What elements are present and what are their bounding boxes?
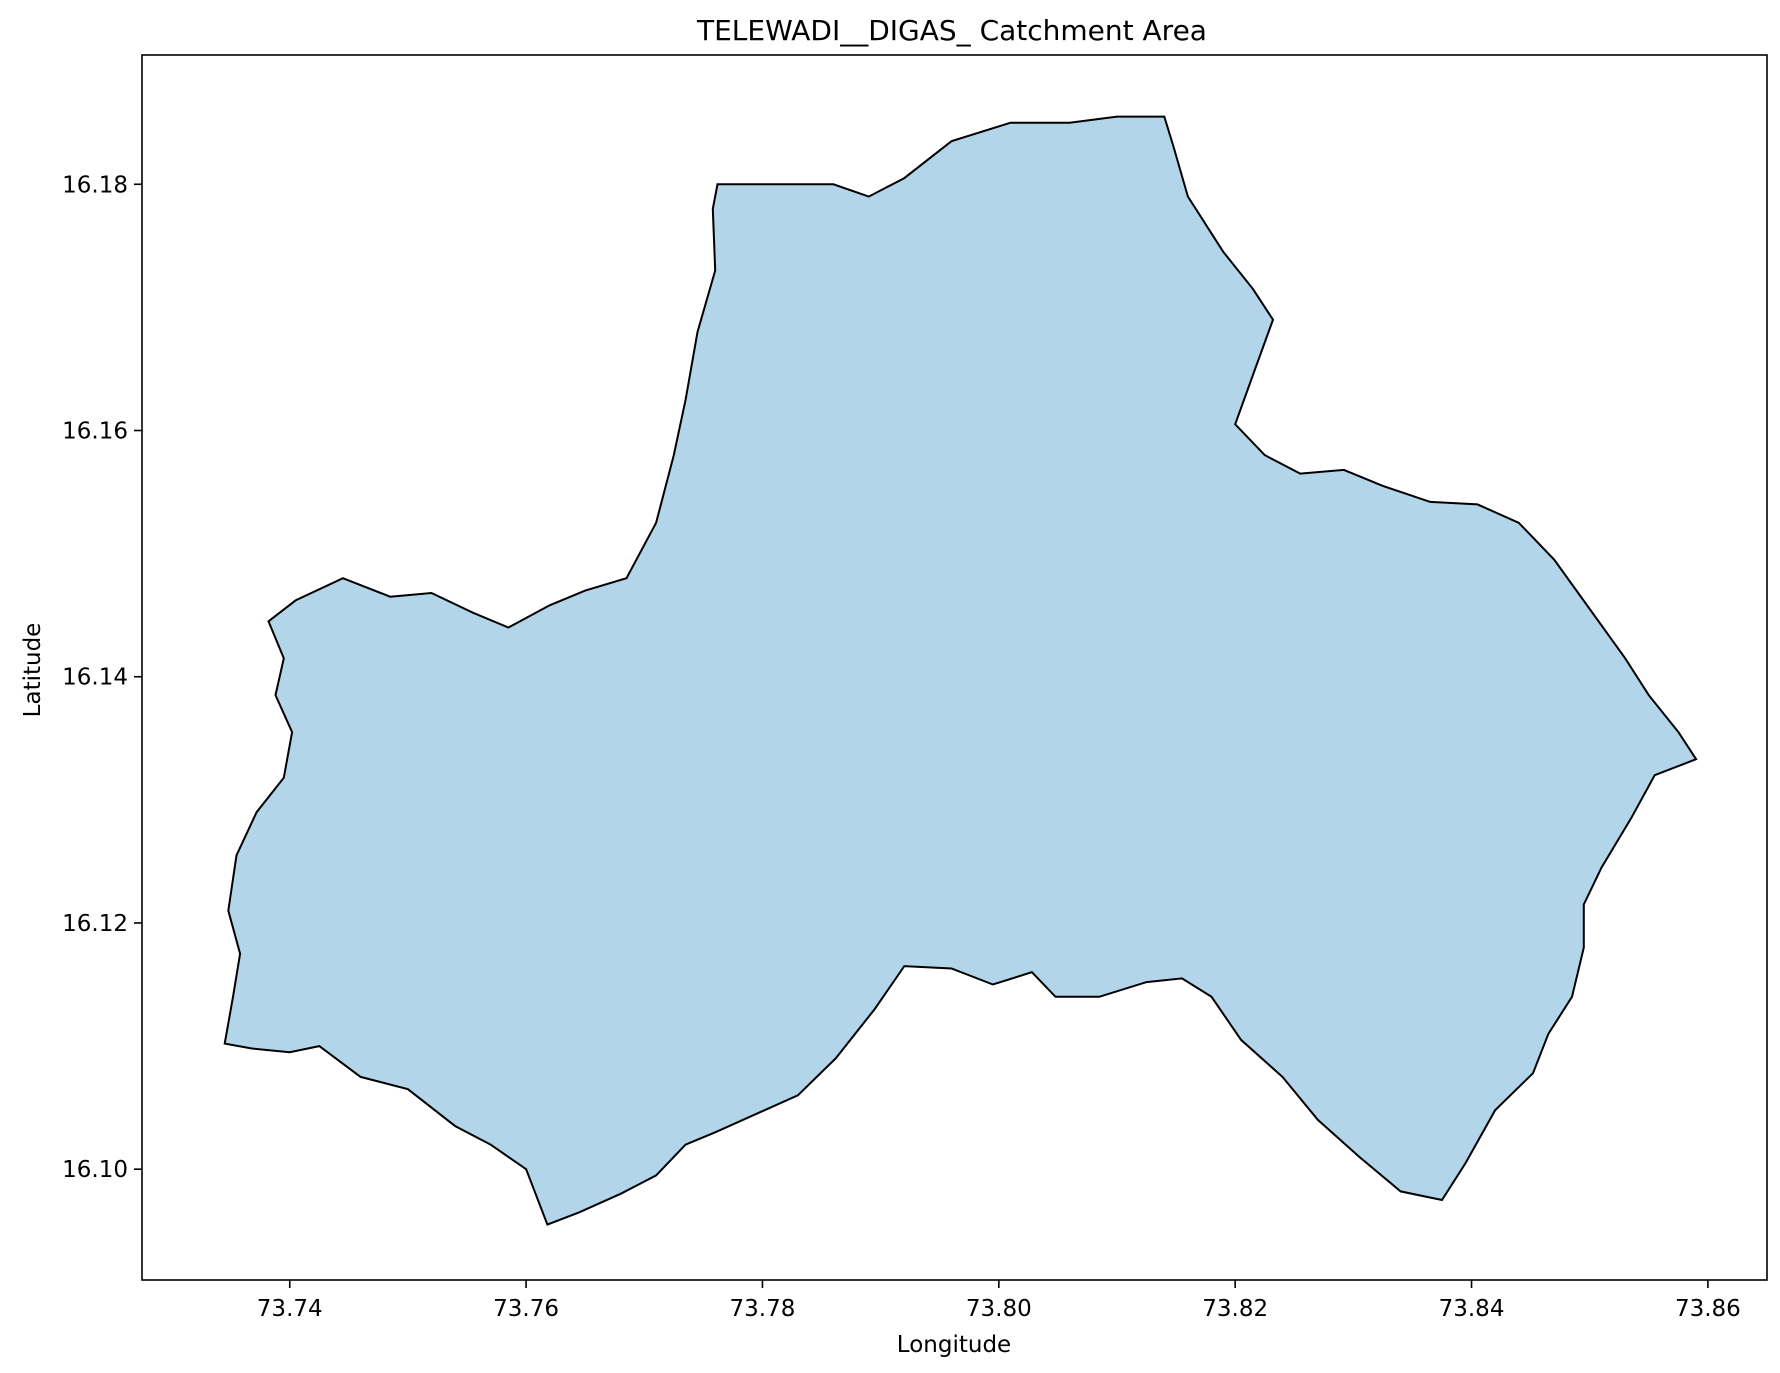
catchment-polygon <box>223 115 1698 1226</box>
y-axis-label: Latitude <box>20 623 46 718</box>
x-tick-label: 73.74 <box>257 1296 323 1322</box>
x-tick-label: 73.78 <box>730 1296 796 1322</box>
y-tick-label: 16.18 <box>62 172 128 198</box>
y-tick-label: 16.14 <box>62 665 128 691</box>
x-tick-label: 73.80 <box>966 1296 1032 1322</box>
y-tick-label: 16.10 <box>62 1157 128 1183</box>
x-tick-label: 73.82 <box>1202 1296 1268 1322</box>
axes-frame <box>141 54 1768 1281</box>
chart-title: TELEWADI__DIGAS_ Catchment Area <box>696 14 1207 47</box>
plot-area <box>223 115 1698 1226</box>
x-axis-label: Longitude <box>897 1332 1011 1358</box>
x-tick-label: 73.84 <box>1439 1296 1505 1322</box>
x-tick-label: 73.86 <box>1675 1296 1741 1322</box>
y-tick-label: 16.16 <box>62 419 128 445</box>
y-tick-label: 16.12 <box>62 911 128 937</box>
x-tick-label: 73.76 <box>493 1296 559 1322</box>
axis-ticks: 73.74 73.76 73.78 73.80 73.82 73.84 73.86 16.10… <box>62 172 1741 1322</box>
